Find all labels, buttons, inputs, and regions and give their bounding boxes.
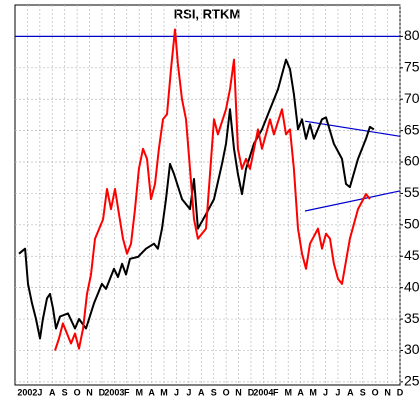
x-tick-label: O	[74, 387, 81, 397]
x-tick-label: 2002	[17, 387, 37, 397]
y-tick-label: 35	[404, 310, 420, 326]
x-tick-label: D	[248, 387, 255, 397]
x-tick-label: J	[37, 387, 42, 397]
x-tick-label: A	[49, 387, 56, 397]
y-tick-label: 45	[404, 247, 420, 263]
x-tick-label: M	[309, 387, 317, 397]
x-tick-label: O	[372, 387, 379, 397]
y-tick-label: 40	[404, 278, 420, 294]
y-tick-label: 80	[404, 27, 420, 43]
x-tick-label: 2004	[253, 387, 273, 397]
x-tick-label: F	[273, 387, 279, 397]
y-tick-label: 55	[404, 184, 420, 200]
x-tick-label: A	[198, 387, 205, 397]
x-tick-label: N	[384, 387, 391, 397]
x-tick-label: S	[62, 387, 68, 397]
x-tick-label: F	[124, 387, 130, 397]
x-tick-label: N	[235, 387, 242, 397]
data-line	[54, 28, 371, 351]
y-tick-label: 70	[404, 90, 420, 106]
x-tick-label: J	[335, 387, 340, 397]
data-line	[18, 58, 375, 340]
x-tick-label: J	[174, 387, 179, 397]
x-tick-label: J	[186, 387, 191, 397]
x-tick-label: 2003	[104, 387, 124, 397]
x-tick-label: N	[86, 387, 93, 397]
x-tick-label: A	[347, 387, 354, 397]
y-tick-label: 75	[404, 59, 420, 75]
x-tick-label: D	[397, 387, 404, 397]
y-tick-label: 50	[404, 216, 420, 232]
y-tick-label: 30	[404, 341, 420, 357]
x-tick-label: J	[323, 387, 328, 397]
x-tick-label: S	[360, 387, 366, 397]
chart-title: RSI, RTKM	[174, 6, 240, 21]
data-line	[304, 190, 401, 212]
x-tick-label: M	[284, 387, 292, 397]
y-tick-label: 60	[404, 153, 420, 169]
y-tick-label: 65	[404, 121, 420, 137]
y-tick-label: 25	[404, 373, 420, 389]
x-tick-label: D	[99, 387, 106, 397]
x-tick-label: M	[160, 387, 168, 397]
x-tick-label: A	[297, 387, 304, 397]
x-tick-label: M	[135, 387, 143, 397]
x-tick-label: S	[211, 387, 217, 397]
x-tick-label: A	[148, 387, 155, 397]
x-tick-label: O	[223, 387, 230, 397]
